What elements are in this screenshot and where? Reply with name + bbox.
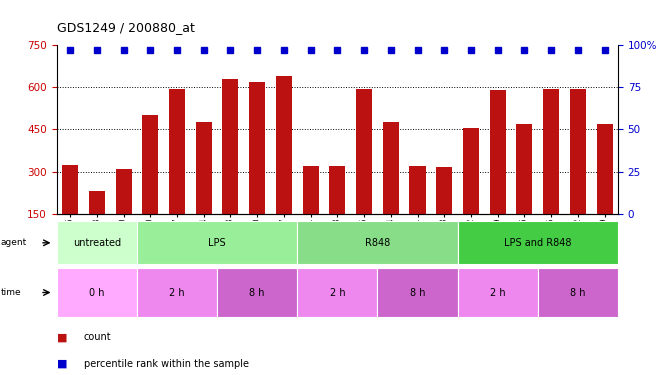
Bar bbox=[62, 165, 78, 256]
Bar bbox=[137, 268, 217, 317]
Text: 2 h: 2 h bbox=[490, 288, 506, 297]
Bar bbox=[597, 124, 613, 256]
Text: 2 h: 2 h bbox=[169, 288, 185, 297]
Bar bbox=[57, 268, 137, 317]
Bar bbox=[249, 82, 265, 256]
Bar bbox=[297, 221, 458, 264]
Text: GDS1249 / 200880_at: GDS1249 / 200880_at bbox=[57, 21, 194, 34]
Bar bbox=[217, 268, 297, 317]
Bar bbox=[436, 167, 452, 256]
Text: LPS: LPS bbox=[208, 238, 226, 248]
Bar bbox=[222, 79, 238, 256]
Text: percentile rank within the sample: percentile rank within the sample bbox=[84, 359, 248, 369]
Bar bbox=[490, 90, 506, 256]
Text: 0 h: 0 h bbox=[89, 288, 105, 297]
Text: R848: R848 bbox=[365, 238, 390, 248]
Bar bbox=[297, 268, 377, 317]
Bar bbox=[196, 122, 212, 256]
Bar bbox=[356, 88, 372, 256]
Bar bbox=[329, 166, 345, 256]
Bar bbox=[409, 166, 426, 256]
Text: 8 h: 8 h bbox=[409, 288, 426, 297]
Text: untreated: untreated bbox=[73, 238, 121, 248]
Bar bbox=[137, 221, 297, 264]
Bar bbox=[458, 268, 538, 317]
Bar bbox=[57, 221, 137, 264]
Text: agent: agent bbox=[1, 238, 27, 248]
Bar bbox=[543, 88, 559, 256]
Text: time: time bbox=[1, 288, 21, 297]
Bar bbox=[383, 122, 399, 256]
Bar bbox=[463, 128, 479, 256]
Bar bbox=[169, 88, 185, 256]
Bar bbox=[538, 268, 618, 317]
Text: count: count bbox=[84, 333, 111, 342]
Bar bbox=[377, 268, 458, 317]
Text: 8 h: 8 h bbox=[249, 288, 265, 297]
Bar bbox=[458, 221, 618, 264]
Text: 8 h: 8 h bbox=[570, 288, 586, 297]
Bar bbox=[516, 124, 532, 256]
Bar bbox=[570, 88, 586, 256]
Text: ■: ■ bbox=[57, 359, 67, 369]
Bar bbox=[116, 169, 132, 256]
Bar bbox=[303, 166, 319, 256]
Bar bbox=[89, 191, 105, 256]
Text: 2 h: 2 h bbox=[329, 288, 345, 297]
Bar bbox=[276, 76, 292, 256]
Text: LPS and R848: LPS and R848 bbox=[504, 238, 572, 248]
Bar bbox=[142, 116, 158, 256]
Text: ■: ■ bbox=[57, 333, 67, 342]
